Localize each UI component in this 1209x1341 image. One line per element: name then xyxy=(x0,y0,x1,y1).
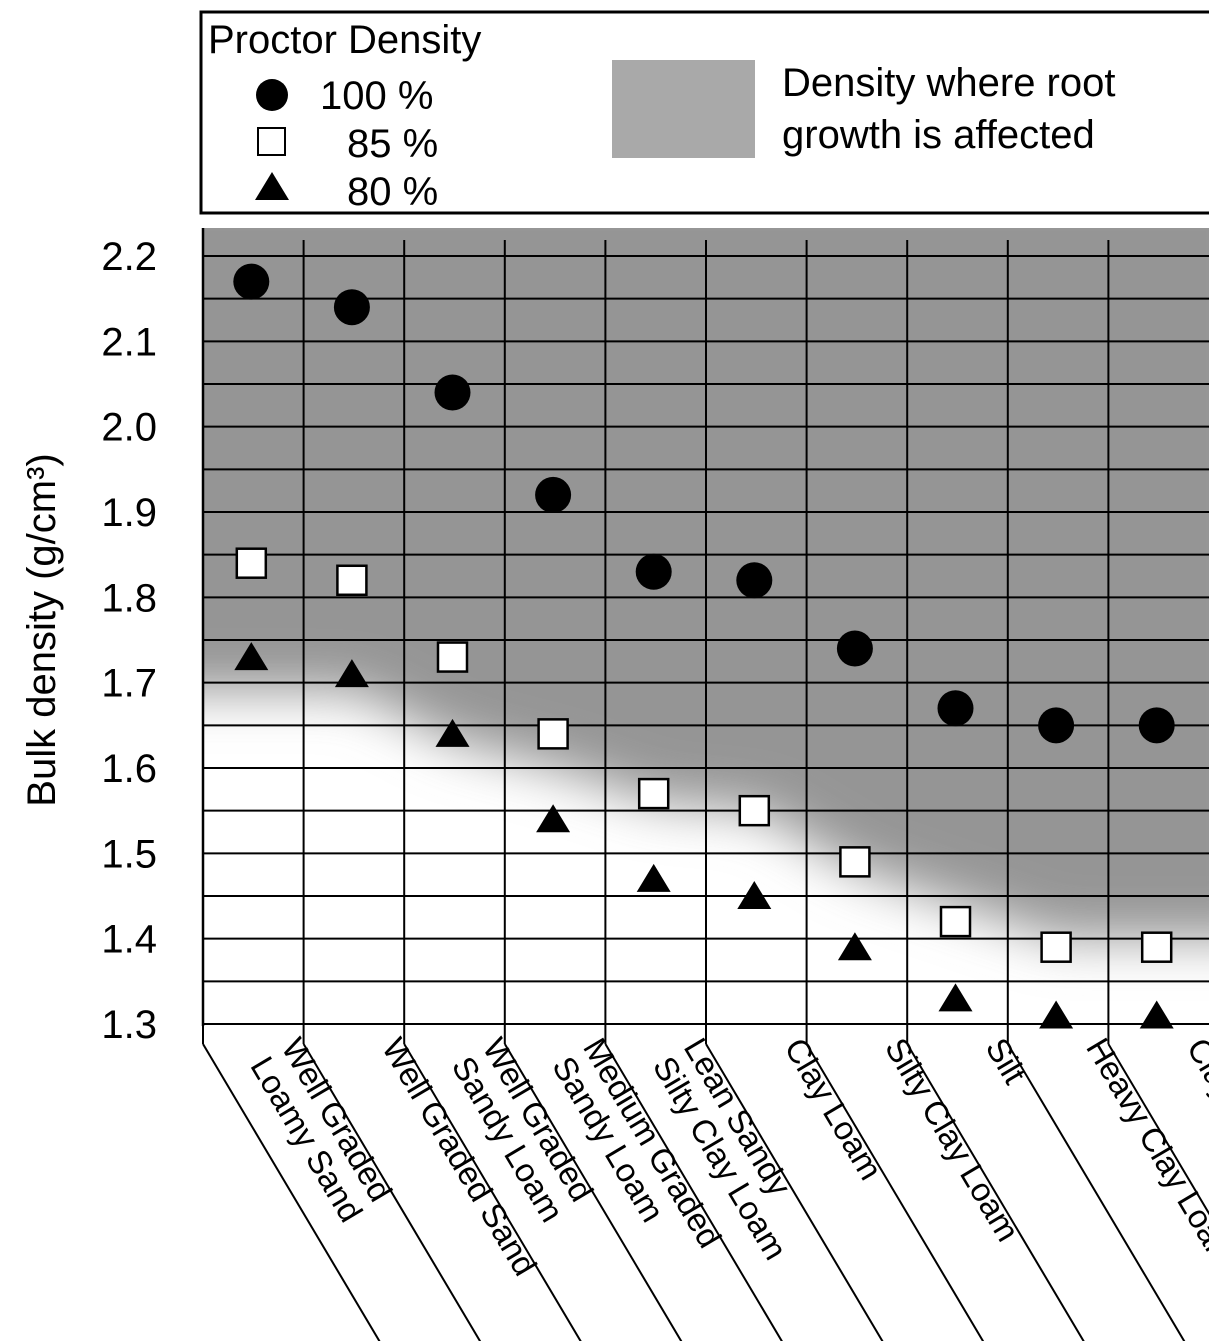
marker-100-percent xyxy=(434,374,471,411)
marker-80-percent xyxy=(435,718,470,747)
y-tick-label: 2.1 xyxy=(101,320,157,364)
marker-100-percent xyxy=(836,630,873,667)
y-tick-label: 2.2 xyxy=(101,235,157,279)
legend-marker-85-icon xyxy=(257,127,286,156)
shaded-region-swatch xyxy=(612,60,755,158)
y-axis-label: Bulk density (g/cm³) xyxy=(20,453,64,806)
plot-area: 2.2 2.1 2.0 1.9 1.8 1.7 1.6 1.5 1.4 1.3 Bulk dens… xyxy=(20,228,1209,1341)
marker-85-percent xyxy=(637,777,670,810)
marker-85-percent xyxy=(939,905,972,938)
grid xyxy=(201,228,1209,1341)
category-label-line: Clay xyxy=(1180,1032,1209,1108)
legend-label-80: 80 % xyxy=(347,170,438,214)
marker-80-percent xyxy=(837,932,872,961)
category-divider-diagonal xyxy=(1107,1043,1209,1216)
y-tick-label: 1.9 xyxy=(101,491,157,535)
marker-100-percent xyxy=(1138,707,1175,744)
y-tick-label: 1.3 xyxy=(101,1003,157,1047)
category-divider-diagonal xyxy=(1006,1043,1186,1341)
shaded-region-label: Density where root growth is affected xyxy=(782,61,1127,157)
shaded-region-label-line-2: growth is affected xyxy=(782,113,1095,157)
y-tick-label: 1.5 xyxy=(101,832,157,876)
category-label: Clay xyxy=(1180,1032,1209,1108)
legend-label-85: 85 % xyxy=(347,122,438,166)
category-divider-diagonal xyxy=(403,1043,582,1341)
category-label: Silt xyxy=(979,1032,1034,1090)
shaded-region-label-line-1: Density where root xyxy=(782,61,1115,105)
y-tick-label: 1.6 xyxy=(101,747,157,791)
marker-80-percent xyxy=(1039,1000,1074,1029)
y-tick-label: 1.4 xyxy=(101,918,157,962)
category-divider-diagonal xyxy=(202,1043,381,1341)
category-label-line: Silt xyxy=(979,1032,1034,1090)
legend-marker-80-icon xyxy=(255,172,289,200)
marker-80-percent xyxy=(938,983,973,1012)
marker-80-percent xyxy=(636,863,671,892)
marker-85-percent xyxy=(537,718,569,750)
marker-85-percent xyxy=(738,794,771,827)
data-markers xyxy=(233,263,1175,1029)
y-tick-label: 2.0 xyxy=(101,406,157,450)
marker-100-percent xyxy=(635,553,672,590)
category-label: Well GradedLoamy Sand xyxy=(243,1032,400,1229)
marker-85-percent xyxy=(1140,931,1173,963)
marker-100-percent xyxy=(333,289,370,326)
marker-100-percent xyxy=(535,476,572,513)
marker-100-percent xyxy=(1038,707,1075,744)
marker-85-percent xyxy=(235,547,268,579)
marker-100-percent xyxy=(736,562,773,599)
marker-85-percent xyxy=(336,564,368,597)
legend-title: Proctor Density xyxy=(208,18,481,62)
marker-80-percent xyxy=(334,659,369,688)
category-divider-diagonal xyxy=(805,1043,985,1341)
category-divider-diagonal xyxy=(906,1043,1085,1341)
category-label-line: Heavy Clay Loam xyxy=(1079,1032,1209,1275)
legend-label-100: 100 % xyxy=(320,74,433,118)
y-tick-label: 1.7 xyxy=(101,662,157,706)
category-label-line: Clay Loam xyxy=(777,1032,889,1187)
marker-100-percent xyxy=(233,263,270,300)
x-axis-categories: Well GradedLoamy Sand Well Graded SandWel… xyxy=(243,1032,1209,1282)
marker-80-percent xyxy=(737,881,772,909)
marker-85-percent xyxy=(1040,931,1072,963)
marker-80-percent xyxy=(234,642,269,671)
category-label: Heavy Clay Loam xyxy=(1079,1032,1209,1275)
y-axis-ticks: 2.2 2.1 2.0 1.9 1.8 1.7 1.6 1.5 1.4 1.3 xyxy=(101,235,157,1047)
legend: Proctor Density 100 % 85 % 80 % Density … xyxy=(199,10,1209,215)
category-divider-diagonal xyxy=(302,1043,482,1341)
category-label: Clay Loam xyxy=(777,1032,889,1187)
marker-100-percent xyxy=(937,690,974,727)
marker-80-percent xyxy=(536,804,571,833)
category-divider-diagonal xyxy=(503,1043,683,1341)
y-tick-label: 1.8 xyxy=(101,576,157,620)
legend-marker-100-icon xyxy=(256,79,288,111)
marker-85-percent xyxy=(436,641,469,673)
marker-80-percent xyxy=(1139,1000,1174,1029)
category-divider-diagonal xyxy=(705,1043,884,1341)
category-divider-diagonal xyxy=(604,1043,783,1341)
marker-85-percent xyxy=(839,846,871,878)
